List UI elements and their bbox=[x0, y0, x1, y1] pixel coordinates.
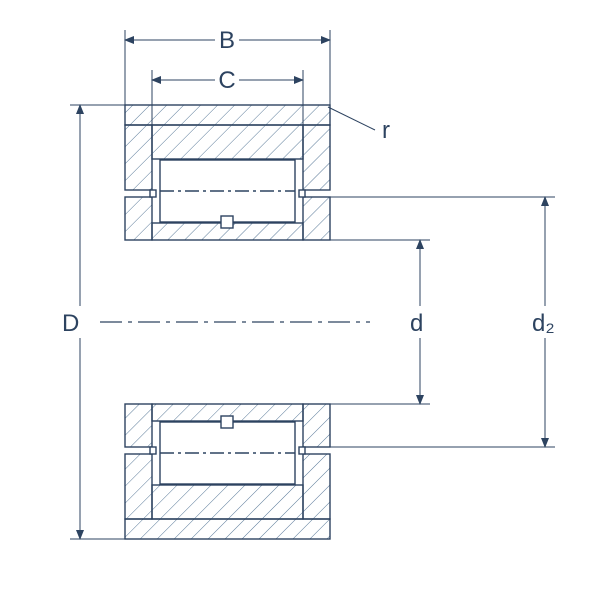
label-C: C bbox=[218, 67, 235, 94]
rollers-top bbox=[160, 160, 295, 228]
label-B: B bbox=[219, 27, 235, 54]
r-leader bbox=[328, 107, 375, 130]
label-d2: d₂ bbox=[532, 310, 555, 337]
dim-d2 bbox=[330, 197, 555, 447]
label-d: d bbox=[410, 310, 423, 337]
label-D: D bbox=[62, 310, 79, 337]
bearing-cross-section-diagram: B C D d d₂ r bbox=[0, 0, 600, 600]
rollers-bottom bbox=[160, 416, 295, 484]
label-r: r bbox=[382, 117, 390, 144]
